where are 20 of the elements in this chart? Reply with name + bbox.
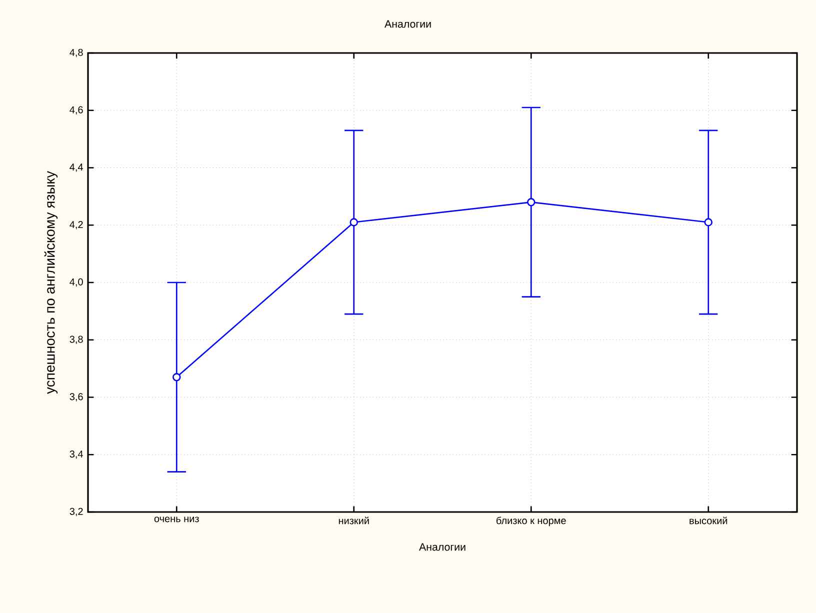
y-tick-label: 3,8: [70, 336, 83, 344]
y-tick-label: 4,0: [70, 278, 83, 287]
y-tick-label: 3,4: [70, 450, 83, 459]
point: [526, 198, 536, 206]
chart-title: Аналогии: [384, 20, 431, 28]
y-tick-label: 4,4: [70, 164, 83, 172]
y-tick-label: 3,6: [70, 393, 83, 402]
y-axis-title: успешность по английскому языку: [44, 171, 58, 394]
y-tick-label: 4,2: [70, 220, 83, 230]
x-axis-title: Аналогии: [419, 543, 466, 551]
point: [172, 373, 181, 382]
x-tick-label: очень низ: [154, 516, 199, 522]
y-tick-label: 3,2: [70, 508, 83, 516]
y-tick-label: 4,6: [70, 106, 83, 114]
x-tick-label: близко к норме: [496, 516, 566, 526]
point: [704, 218, 713, 226]
x-tick-label: высокий: [690, 516, 728, 524]
x-tick-label: низкий: [338, 516, 369, 524]
point: [350, 218, 358, 226]
y-tick-label: 4,8: [70, 48, 83, 58]
